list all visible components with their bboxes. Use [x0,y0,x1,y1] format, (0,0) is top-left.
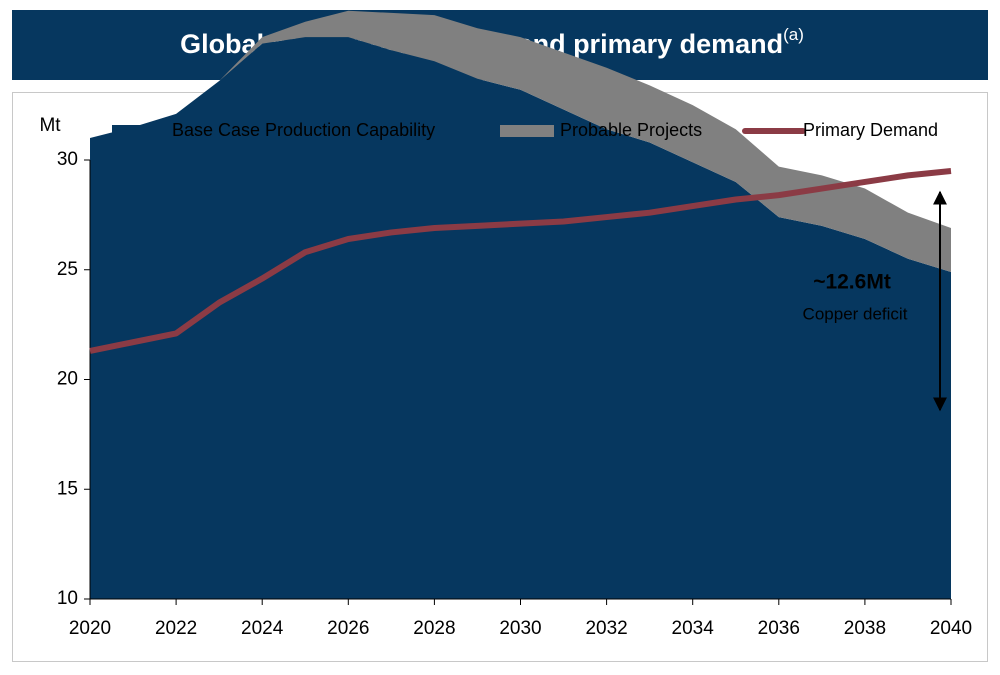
x-tick-label: 2040 [930,618,972,639]
x-tick-label: 2026 [327,618,369,639]
legend-label: Probable Projects [560,120,702,140]
y-tick-label: 30 [57,149,78,170]
y-tick-label: 25 [57,259,78,280]
x-tick-label: 2036 [758,618,800,639]
line [89,167,952,354]
x-tick-label: 2032 [585,618,627,639]
legend-label: Primary Demand [803,120,938,140]
annotation-text: Copper deficit [803,304,908,323]
y-tick-label: 15 [57,478,78,499]
legend-label: Base Case Production Capability [172,120,435,140]
x-tick-label: 2022 [155,618,197,639]
legend-swatch [500,125,554,137]
legend-swatch [112,125,166,137]
x-tick-label: 2034 [672,618,715,639]
x-tick-label: 2030 [499,618,541,639]
title-note: (a) [783,25,804,44]
x-tick-label: 2028 [413,618,455,639]
x-tick-label: 2024 [241,618,284,639]
area [90,37,951,599]
y-tick-label: 10 [57,588,78,609]
x-tick-label: 2038 [844,618,886,639]
y-tick-label: 20 [57,369,78,390]
annotation-value: ~12.6Mt [813,271,891,294]
y-axis-label: Mt [39,115,61,136]
x-tick-label: 2020 [69,618,111,639]
area [90,10,951,272]
